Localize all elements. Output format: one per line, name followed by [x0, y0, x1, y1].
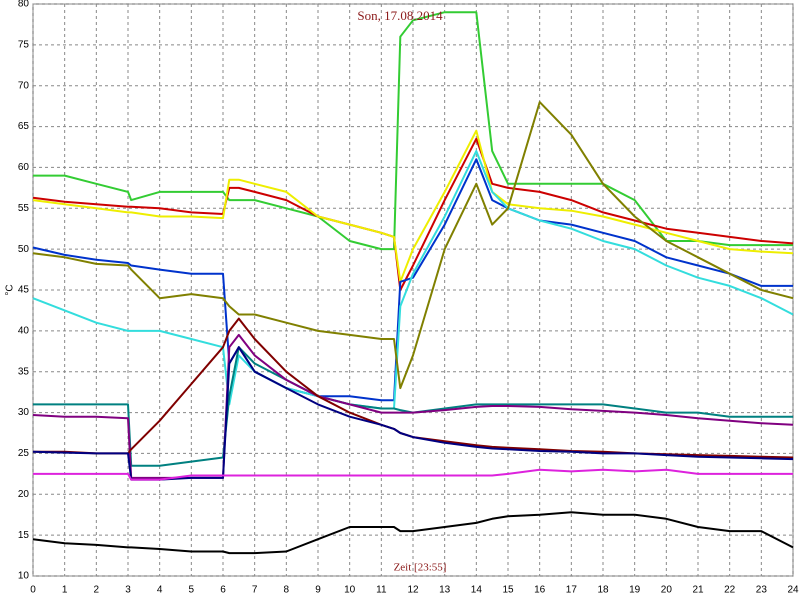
- x-tick-label: 11: [376, 585, 387, 596]
- y-axis-label: °C: [5, 284, 16, 295]
- y-tick-label: 60: [18, 162, 30, 173]
- x-tick-label: 10: [344, 585, 356, 596]
- x-tick-label: 9: [315, 585, 321, 596]
- series-line: [33, 468, 793, 481]
- y-tick-label: 45: [18, 285, 30, 296]
- x-tick-label: 20: [661, 585, 673, 596]
- x-tick-label: 24: [787, 585, 799, 596]
- x-tick-label: 6: [220, 585, 226, 596]
- y-tick-label: 35: [18, 366, 30, 377]
- x-tick-label: 21: [692, 585, 704, 596]
- y-tick-label: 55: [18, 203, 30, 214]
- x-tick-label: 1: [62, 585, 68, 596]
- x-tick-label: 4: [157, 585, 163, 596]
- series-line: [32, 129, 794, 283]
- y-tick-label: 20: [18, 489, 30, 500]
- x-tick-label: 13: [439, 585, 451, 596]
- y-tick-label: 70: [18, 80, 30, 91]
- y-tick-label: 30: [18, 407, 30, 418]
- x-tick-label: 12: [407, 585, 419, 596]
- x-tick-label: 15: [502, 585, 514, 596]
- chart-title: Son, 17.08.2014: [357, 8, 443, 23]
- y-tick-label: 10: [18, 571, 30, 582]
- y-tick-label: 15: [18, 530, 30, 541]
- series-line: [32, 333, 794, 479]
- series-line: [32, 511, 794, 555]
- x-axis-label: Zeit [23:55]: [394, 562, 447, 574]
- series-line: [33, 346, 793, 467]
- x-tick-label: 14: [471, 585, 483, 596]
- x-tick-label: 17: [566, 585, 578, 596]
- x-tick-label: 19: [629, 585, 641, 596]
- y-tick-label: 80: [18, 0, 30, 10]
- x-tick-label: 7: [252, 585, 258, 596]
- x-tick-label: 5: [189, 585, 195, 596]
- x-tick-label: 18: [597, 585, 609, 596]
- x-tick-label: 22: [724, 585, 736, 596]
- series-line: [32, 101, 794, 390]
- series-line: [33, 11, 793, 251]
- y-tick-label: 50: [18, 244, 30, 255]
- y-tick-label: 65: [18, 121, 30, 132]
- x-tick-label: 23: [756, 585, 768, 596]
- x-tick-label: 3: [125, 585, 131, 596]
- y-tick-label: 75: [18, 39, 30, 50]
- y-tick-label: 25: [18, 448, 30, 459]
- x-tick-label: 0: [30, 585, 36, 596]
- x-tick-label: 2: [94, 585, 100, 596]
- y-tick-label: 40: [18, 325, 30, 336]
- x-tick-label: 16: [534, 585, 546, 596]
- x-tick-label: 8: [284, 585, 290, 596]
